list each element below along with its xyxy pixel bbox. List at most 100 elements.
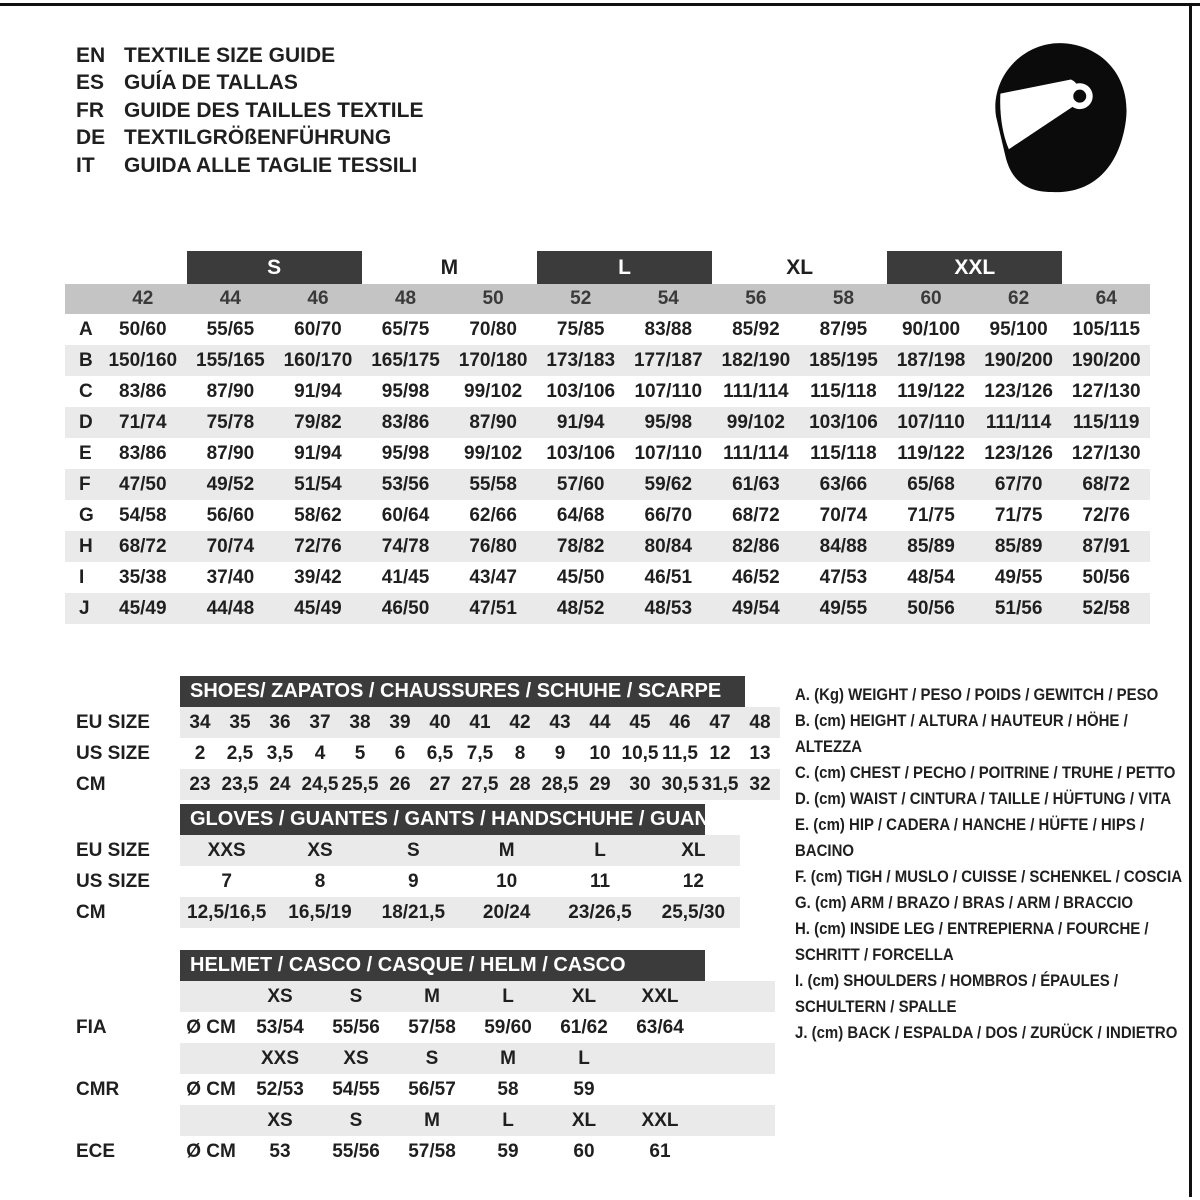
size-value: 173/183 [546, 349, 616, 371]
diameter-unit: Ø CM [186, 1078, 236, 1100]
row-label: CM [76, 773, 106, 795]
size-value: 115/119 [1072, 411, 1140, 433]
size-value: 49/55 [819, 597, 868, 619]
size-value: 60/70 [294, 318, 342, 340]
value-cell: 5 [354, 742, 366, 764]
size-value: 55/65 [206, 318, 255, 340]
value-cell: XL [681, 839, 706, 861]
size-value: 59/62 [644, 473, 693, 495]
size-value: 155/165 [196, 349, 265, 371]
language-header: EN TEXTILE SIZE GUIDE ES GUÍA DE TALLAS … [76, 42, 423, 180]
legend-item: G. (cm) ARM / BRAZO / BRAS / ARM / BRACC… [795, 893, 1133, 912]
size-value: 62/66 [469, 504, 517, 526]
size-value: 51/54 [294, 473, 342, 495]
value-cell: 10,5 [621, 742, 659, 764]
size-value: 103/106 [809, 411, 878, 433]
value-cell: 28 [509, 773, 531, 795]
value-cell: 10 [589, 742, 611, 764]
shoes-header-bar: SHOES/ ZAPATOS / CHAUSSURES / SCHUHE / S… [180, 676, 745, 707]
value-cell: 16,5/19 [288, 901, 352, 923]
size-value: 70/80 [469, 318, 517, 340]
size-value: 48/52 [556, 597, 605, 619]
size-value: 111/114 [723, 442, 789, 464]
helmet-size-value: 60 [573, 1140, 595, 1162]
garment-size-table: S M L XL XXL 42 44 46 48 50 52 54 56 58 60 62 64 A 5… [65, 251, 1150, 624]
size-column-label: 50 [482, 288, 504, 309]
helmet-size-label: S [425, 1047, 439, 1069]
size-value: 107/110 [634, 380, 703, 402]
value-cell: 28,5 [541, 773, 579, 795]
racing-helmet-icon [975, 30, 1137, 202]
row-values: 2 2,5 3,5 4 5 6 6,5 7,5 8 9 10 10,5 11,5 12 13 [180, 738, 780, 769]
standard-label: ECE [76, 1140, 116, 1162]
size-table-rows: A 50/60 55/65 60/70 65/75 70/80 75/85 83/88 85/9… [65, 314, 1150, 624]
value-cell: 41 [469, 711, 491, 733]
helmet-size-label: XS [267, 985, 293, 1007]
size-value: 103/106 [546, 380, 616, 402]
value-cell: 39 [389, 711, 411, 733]
legend-item: J. (cm) BACK / ESPALDA / DOS / ZURÜCK / … [795, 1023, 1178, 1042]
helmet-size-value: 55/56 [332, 1140, 380, 1162]
language-code: DE [76, 126, 106, 150]
row-values: Ø CM 53/54 55/56 57/58 59/60 61/62 63/64 [180, 1012, 775, 1043]
value-cell: 12 [709, 742, 731, 764]
size-value: 99/102 [726, 411, 785, 433]
size-value: 61/63 [732, 473, 780, 495]
value-cell: 9 [554, 742, 566, 764]
size-column-label: 60 [920, 288, 942, 309]
size-value: 79/82 [294, 411, 342, 433]
row-values: Ø CM 52/53 54/55 56/57 58 59 [180, 1074, 775, 1105]
standard-label: CMR [76, 1078, 120, 1100]
size-value: 72/76 [294, 535, 342, 557]
size-value: 75/85 [556, 318, 605, 340]
size-value: 65/68 [907, 473, 955, 495]
size-column-label: 52 [570, 288, 592, 309]
size-value: 127/130 [1071, 380, 1141, 402]
size-value: 182/190 [721, 349, 791, 371]
value-cell: 25,5/30 [661, 901, 726, 923]
size-value: 46/51 [644, 566, 693, 588]
size-row-g: G 54/58 56/60 58/62 60/64 62/66 64/68 66/70 68/7… [65, 500, 1150, 531]
size-value: 68/72 [119, 535, 167, 557]
size-column-label: 62 [1008, 288, 1030, 309]
helmet-size-label: L [502, 1109, 514, 1131]
size-value: 87/91 [1082, 535, 1130, 557]
size-value: 57/60 [556, 473, 605, 495]
row-letter: B [79, 349, 93, 371]
size-value: 165/175 [371, 349, 440, 371]
row-label: US SIZE [76, 870, 150, 892]
size-value: 39/42 [294, 566, 342, 588]
size-column-label: 46 [307, 288, 329, 309]
size-value: 63/66 [819, 473, 868, 495]
helmet-rows: XS S M L XL XXL FIA Ø CM 53/54 55/56 57/58 59/60 61/… [65, 981, 855, 1167]
legend-item: I. (cm) SHOULDERS / HOMBROS / ÉPAULES / … [795, 971, 1119, 1016]
helmet-sizes-row: XXS XS S M L [65, 1043, 855, 1074]
size-value: 99/102 [464, 442, 523, 464]
size-column-label: 48 [394, 288, 417, 309]
shoes-row: CM 23 23,5 24 24,5 25,5 26 27 27,5 28 28,5 29 30 30,5… [65, 769, 855, 800]
size-value: 66/70 [644, 504, 693, 526]
value-cell: 4 [314, 742, 326, 764]
legend-item: D. (cm) WAIST / CINTURA / TAILLE / HÜFTU… [795, 789, 1172, 808]
size-column-label: 64 [1095, 288, 1117, 309]
value-cell: 6,5 [426, 742, 454, 764]
value-cell: 23/26,5 [568, 901, 632, 923]
helmet-size-value: 59 [497, 1140, 519, 1162]
value-cell: 7,5 [466, 742, 494, 764]
helmet-size-value: 52/53 [256, 1078, 304, 1100]
helmet-standard-row: FIA Ø CM 53/54 55/56 57/58 59/60 61/62 63/64 [65, 1012, 855, 1043]
size-value: 150/160 [108, 349, 178, 371]
row-label-spacer [65, 981, 180, 1012]
language-row-de: DE TEXTILGRÖßENFÜHRUNG [76, 125, 423, 153]
value-cell: 8 [514, 742, 526, 764]
size-value: 105/115 [1072, 318, 1141, 340]
size-value: 87/90 [469, 411, 517, 433]
size-value: 84/88 [819, 535, 868, 557]
size-value: 123/126 [984, 442, 1053, 464]
helmet-size-value: 61/62 [560, 1016, 608, 1038]
row-label: US SIZE [76, 742, 150, 764]
size-value: 50/56 [907, 597, 955, 619]
value-cell: 11 [589, 870, 611, 892]
shoes-row: EU SIZE 34 35 36 37 38 39 40 41 42 43 44 45 46 47 48 [65, 707, 855, 738]
size-value: 65/75 [381, 318, 430, 340]
